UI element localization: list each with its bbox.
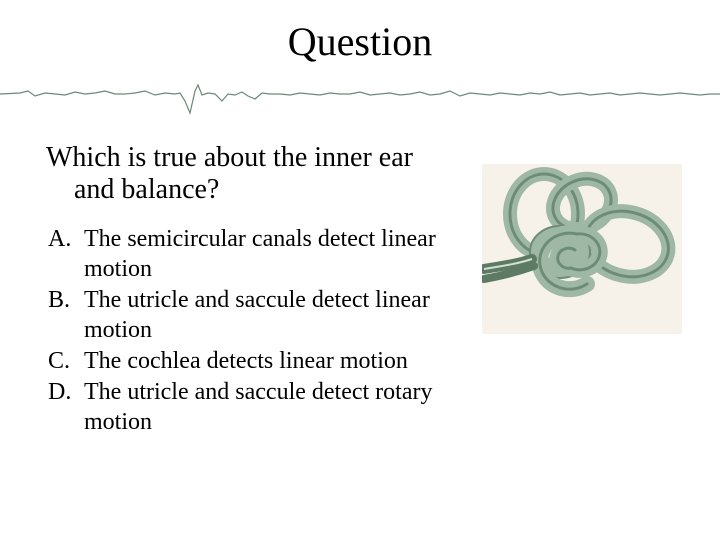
option-text: The utricle and saccule detect rotary mo…: [84, 377, 464, 437]
option-letter: C.: [48, 346, 84, 376]
option-c: C. The cochlea detects linear motion: [48, 346, 674, 376]
inner-ear-illustration: [482, 164, 682, 334]
question-text: Which is true about the inner ear and ba…: [46, 142, 526, 206]
option-letter: D.: [48, 377, 84, 437]
question-line-2: and balance?: [46, 174, 526, 206]
option-text: The utricle and saccule detect linear mo…: [84, 285, 464, 345]
option-text: The cochlea detects linear motion: [84, 346, 408, 376]
question-line-1: Which is true about the inner ear: [46, 142, 526, 174]
option-text: The semicircular canals detect linear mo…: [84, 224, 464, 284]
waveform-divider: [0, 69, 720, 119]
option-d: D. The utricle and saccule detect rotary…: [48, 377, 674, 437]
option-letter: B.: [48, 285, 84, 345]
option-letter: A.: [48, 224, 84, 284]
content-area: Which is true about the inner ear and ba…: [0, 124, 720, 437]
page-title: Question: [0, 0, 720, 65]
